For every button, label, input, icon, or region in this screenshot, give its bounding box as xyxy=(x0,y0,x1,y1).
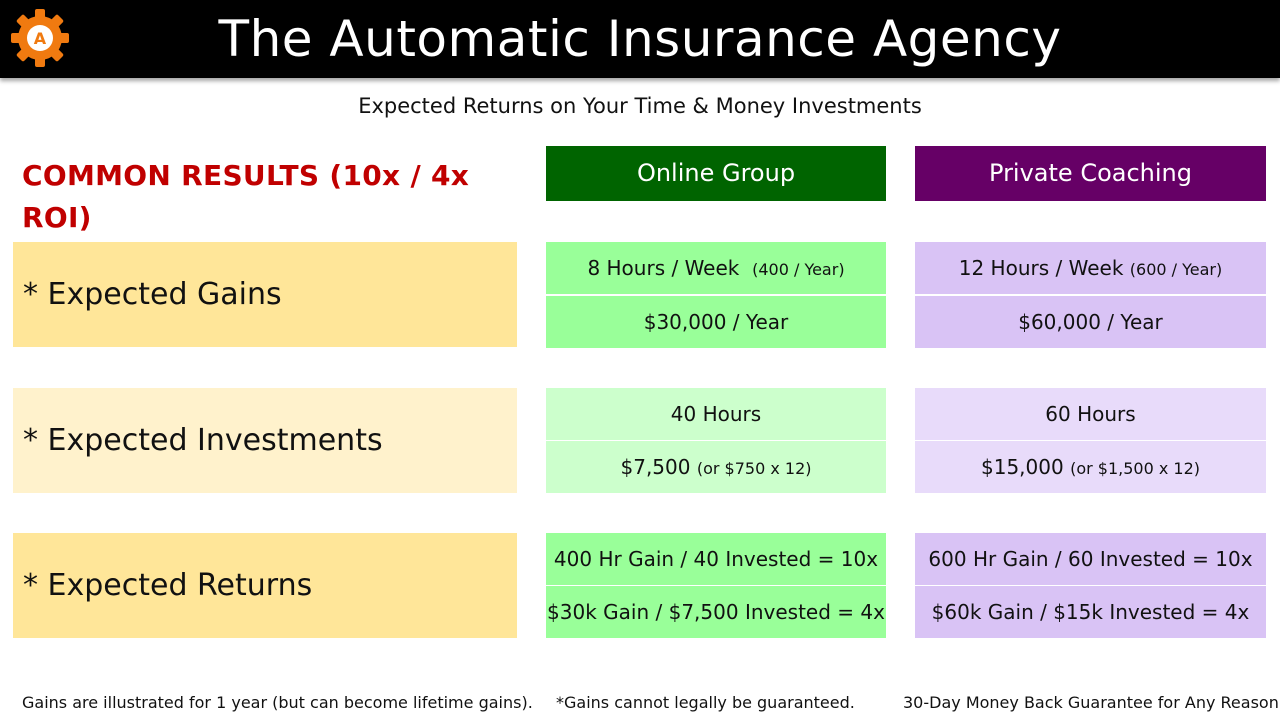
online-returns-hours-cell: 400 Hr Gain / 40 Invested = 10x xyxy=(546,533,886,585)
cell-main-text: 600 Hr Gain / 60 Invested = 10x xyxy=(928,547,1253,571)
online-invest-hours-cell: 40 Hours xyxy=(546,388,886,440)
row-label-expected-gains: * Expected Gains xyxy=(13,242,517,347)
cell-main-text: 40 Hours xyxy=(670,402,762,426)
page-title: The Automatic Insurance Agency xyxy=(218,10,1062,68)
row-label-expected-investments: * Expected Investments xyxy=(13,388,517,493)
private-gains-money-cell: $60,000 / Year xyxy=(915,296,1266,348)
cell-note-text: (400 / Year) xyxy=(752,260,845,279)
header-bar: A The Automatic Insurance Agency xyxy=(0,0,1280,78)
logo-letter: A xyxy=(34,29,47,48)
cell-main-text: 60 Hours xyxy=(1045,402,1136,426)
cell-main-text: $7,500 xyxy=(620,455,691,479)
private-coaching-header: Private Coaching xyxy=(915,146,1266,201)
private-returns-money-cell: $60k Gain / $15k Invested = 4x xyxy=(915,586,1266,638)
cell-note-text: (600 / Year) xyxy=(1129,260,1223,279)
footer-disclaimer-lifetime: Gains are illustrated for 1 year (but ca… xyxy=(22,693,533,712)
page-subtitle: Expected Returns on Your Time & Money In… xyxy=(358,94,922,118)
cell-main-text: $60,000 / Year xyxy=(1018,310,1163,334)
cell-main-text: $30,000 / Year xyxy=(643,310,789,334)
footer-money-back: 30-Day Money Back Guarantee for Any Reas… xyxy=(903,693,1279,712)
online-invest-money-cell: $7,500 (or $750 x 12) xyxy=(546,441,886,493)
cell-note-text: (or $1,500 x 12) xyxy=(1070,459,1200,478)
online-returns-money-cell: $30k Gain / $7,500 Invested = 4x xyxy=(546,586,886,638)
online-gains-money-cell: $30,000 / Year xyxy=(546,296,886,348)
row-label-expected-returns: * Expected Returns xyxy=(13,533,517,638)
cell-main-text: $60k Gain / $15k Invested = 4x xyxy=(931,600,1250,624)
cell-main-text: $30k Gain / $7,500 Invested = 4x xyxy=(547,600,885,624)
gear-logo-icon: A xyxy=(11,9,69,67)
cell-main-text: $15,000 xyxy=(981,455,1064,479)
private-returns-hours-cell: 600 Hr Gain / 60 Invested = 10x xyxy=(915,533,1266,585)
private-invest-money-cell: $15,000 (or $1,500 x 12) xyxy=(915,441,1266,493)
cell-main-text: 12 Hours / Week xyxy=(958,256,1124,280)
common-results-heading: COMMON RESULTS (10x / 4x ROI) xyxy=(22,159,470,234)
cell-note-text: (or $750 x 12) xyxy=(696,459,812,478)
footer-disclaimer-guarantee: *Gains cannot legally be guaranteed. xyxy=(556,693,855,712)
private-invest-hours-cell: 60 Hours xyxy=(915,388,1266,440)
online-gains-hours-cell: 8 Hours / Week (400 / Year) xyxy=(546,242,886,294)
cell-main-text: 400 Hr Gain / 40 Invested = 10x xyxy=(553,547,879,571)
cell-main-text: 8 Hours / Week xyxy=(587,256,740,280)
private-gains-hours-cell: 12 Hours / Week (600 / Year) xyxy=(915,242,1266,294)
online-group-header: Online Group xyxy=(546,146,886,201)
